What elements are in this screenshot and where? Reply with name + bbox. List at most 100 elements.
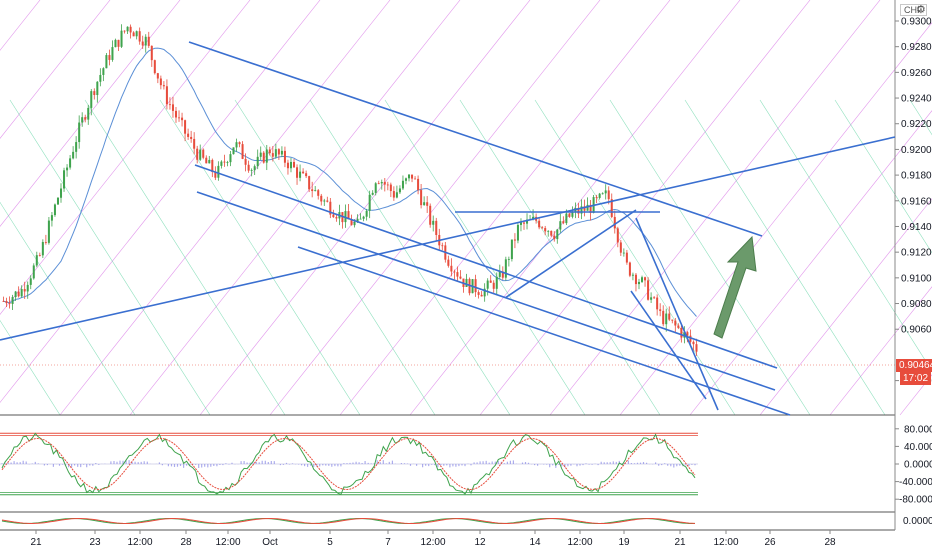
candle-body — [447, 259, 450, 266]
candle-body — [550, 230, 553, 236]
candle-body — [72, 151, 75, 159]
candle-body — [568, 213, 571, 217]
gann-line — [834, 99, 932, 254]
trend-line — [196, 191, 776, 391]
gann-line — [0, 319, 61, 416]
candle-body — [634, 274, 637, 285]
candle-body — [280, 150, 283, 155]
time-tick-label: 12:00 — [215, 537, 240, 548]
candle-body — [365, 210, 368, 217]
candle-body — [144, 36, 147, 46]
candle-body — [211, 159, 214, 173]
candle-body — [383, 182, 386, 185]
candle-body — [250, 170, 253, 171]
candle-body — [299, 171, 302, 178]
gann-line — [549, 0, 881, 416]
candle-body — [510, 239, 513, 260]
candle-body — [75, 142, 78, 152]
candle-body — [165, 86, 168, 105]
gann-line — [129, 0, 461, 416]
candle-body — [625, 252, 628, 263]
candle-body — [174, 110, 178, 118]
candle-body — [429, 205, 432, 225]
candle-body — [293, 161, 296, 168]
candle-body — [335, 217, 338, 219]
time-tick-label: 12:00 — [713, 537, 738, 548]
candle-body — [277, 149, 280, 155]
candle-body — [432, 220, 435, 225]
candle-body — [613, 216, 616, 229]
candle-body — [547, 230, 550, 232]
oscillator-pane — [0, 432, 698, 496]
candle-body — [323, 200, 326, 202]
candle-body — [162, 85, 165, 87]
candle-body — [553, 235, 556, 240]
candle-body — [256, 156, 259, 167]
candle-body — [302, 171, 305, 174]
candle-body — [538, 220, 541, 228]
candle-body — [659, 309, 662, 311]
countdown-tag: 17:02 — [900, 372, 932, 385]
candle-body — [259, 152, 262, 157]
candle-body — [41, 242, 44, 256]
time-tick-label: 28 — [180, 537, 192, 548]
candle-body — [489, 280, 492, 283]
candle-body — [326, 200, 329, 202]
oscillator-axis: 80.00000 40.00000 0.00000 -40.00000 -80.00… — [895, 424, 932, 506]
candle-body — [647, 280, 650, 300]
candle-body — [150, 45, 153, 61]
gann-line — [0, 0, 251, 315]
candle-body — [320, 195, 323, 202]
candle-body — [268, 149, 271, 154]
candle-body — [426, 202, 429, 206]
candle-body — [102, 68, 105, 75]
candle-body — [205, 157, 208, 164]
candle-body — [480, 294, 483, 297]
candle-body — [96, 81, 99, 96]
candle-body — [208, 159, 211, 164]
candle-body — [265, 149, 268, 163]
candle-body — [583, 206, 586, 211]
candle-body — [63, 170, 66, 189]
time-tick-label: 21 — [30, 537, 42, 548]
candle-body — [8, 303, 11, 304]
candle-body — [126, 26, 129, 32]
candle-body — [395, 192, 398, 198]
candle-body — [532, 216, 535, 220]
gann-line — [609, 99, 811, 416]
candle-body — [223, 161, 226, 163]
candle-body — [289, 161, 293, 169]
candle-body — [501, 271, 504, 278]
candle-body — [519, 222, 522, 225]
candle-body — [377, 183, 380, 185]
candle-body — [401, 180, 404, 189]
candle-body — [559, 221, 562, 230]
candle-body — [99, 74, 102, 82]
candle-body — [498, 271, 501, 277]
currency-label[interactable]: CHF — [900, 4, 927, 16]
candle-body — [362, 216, 365, 219]
candle-body — [159, 78, 162, 86]
osc2-tick-label: 0.00000 — [903, 516, 932, 527]
candle-body — [650, 297, 653, 300]
oscillator-fast-line — [1, 432, 696, 496]
candle-body — [286, 162, 289, 169]
candle-body — [441, 245, 444, 247]
moving-average-line — [3, 47, 697, 317]
candle-body — [423, 202, 426, 206]
candle-body — [56, 197, 59, 205]
gann-line — [0, 0, 321, 403]
candle-body — [356, 218, 359, 222]
up-arrow — [713, 235, 757, 339]
candle-body — [29, 278, 32, 285]
gann-line — [269, 0, 601, 416]
candle-body — [513, 239, 516, 241]
candle-body — [217, 165, 220, 178]
candle-body — [344, 211, 347, 223]
candle-body — [84, 117, 87, 120]
trend-line — [0, 136, 896, 341]
gear-icon[interactable]: ⚙ — [916, 4, 926, 16]
